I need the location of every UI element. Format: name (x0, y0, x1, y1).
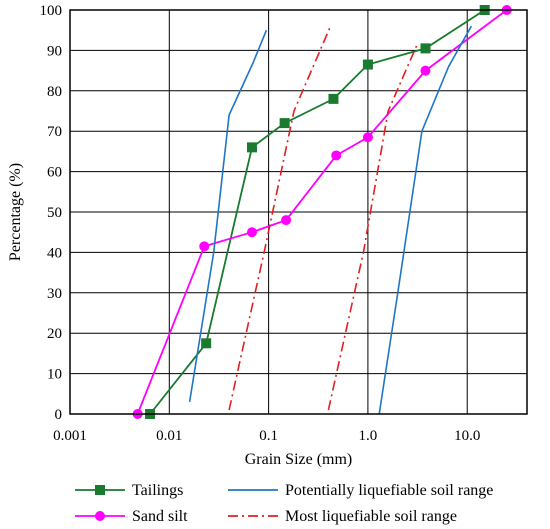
series-line-2 (188, 29, 268, 403)
sand-silt-point (331, 150, 342, 161)
legend-label: Tailings (132, 482, 183, 499)
tailings-point (246, 142, 257, 153)
legend: Tailings Sand silt Potentially liquefiable… (75, 482, 493, 525)
y-tick-label: 70 (47, 124, 62, 140)
sand-silt-point (199, 241, 210, 252)
y-tick-label: 100 (40, 3, 63, 19)
y-tick-label: 10 (47, 367, 62, 383)
sand-silt-point (246, 227, 257, 238)
x-tick-label: 0.001 (53, 428, 87, 444)
series-line-0 (149, 9, 486, 415)
tailings-point (420, 43, 431, 54)
y-axis-title: Percentage (%) (7, 163, 24, 261)
x-tick-label: 1.0 (359, 428, 378, 444)
y-tick-label: 40 (47, 245, 62, 261)
series-line-1 (136, 9, 508, 415)
legend-swatch-marker (95, 485, 105, 495)
x-tick-label: 0.01 (156, 428, 182, 444)
tailings-point (279, 118, 290, 129)
series-line-3 (228, 25, 332, 411)
y-tick-label: 90 (47, 43, 62, 59)
y-tick-label: 20 (47, 326, 62, 342)
sand-silt-point (281, 215, 292, 226)
x-tick-label: 10.0 (454, 428, 480, 444)
y-tick-label: 60 (47, 165, 62, 181)
sand-silt-point (362, 132, 373, 143)
y-tick-label: 30 (47, 286, 62, 302)
legend-label: Potentially liquefiable soil range (285, 482, 493, 499)
sand-silt-point (420, 65, 431, 76)
legend-swatch-marker (95, 511, 105, 521)
tailings-point (201, 338, 212, 349)
grid (69, 9, 527, 415)
tick-labels: 0 10 20 30 40 50 60 70 80 90 100 0.001 0.01 0.1 1.0 10.… (40, 3, 481, 444)
series-line-2 (378, 25, 472, 415)
x-tick-label: 0.1 (259, 428, 278, 444)
series-lines (136, 9, 508, 415)
plot-frame (69, 9, 528, 415)
legend-label: Sand silt (132, 508, 188, 525)
legend-label: Most liquefiable soil range (285, 508, 457, 525)
series-line-3 (327, 41, 419, 411)
tailings-point (328, 93, 339, 104)
y-tick-label: 80 (47, 84, 62, 100)
x-axis-title: Grain Size (mm) (245, 451, 353, 468)
tailings-point (362, 59, 373, 70)
y-tick-label: 0 (55, 407, 63, 423)
y-tick-label: 50 (47, 205, 62, 221)
